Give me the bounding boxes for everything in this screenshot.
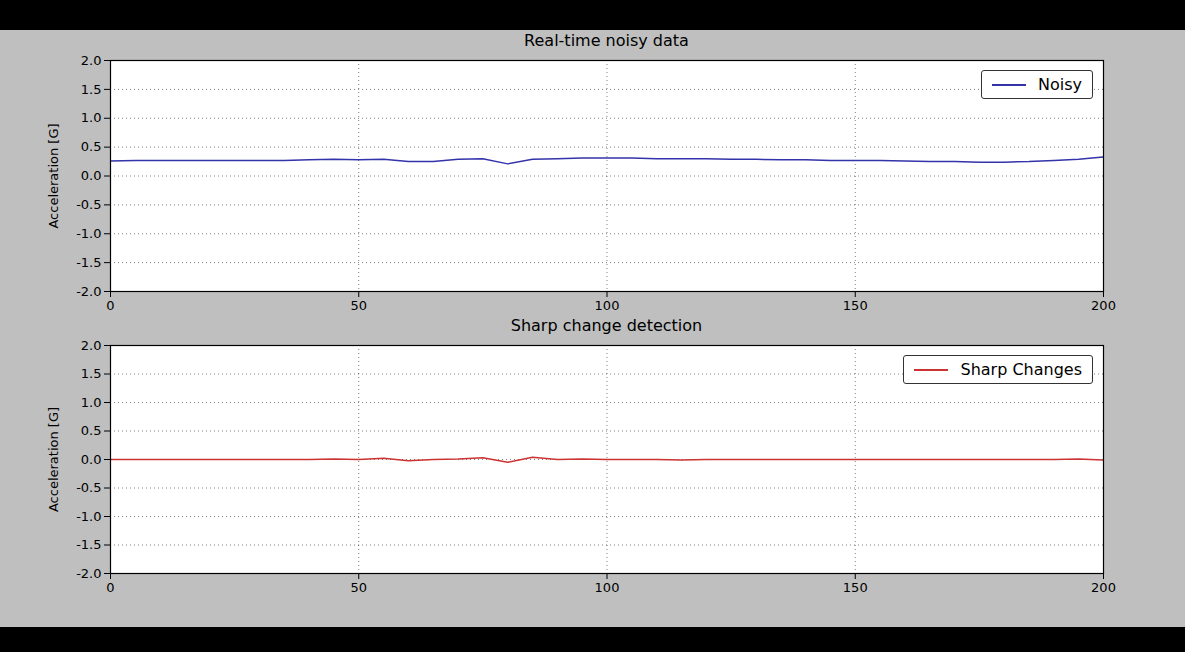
- svg-text:100: 100: [595, 580, 620, 595]
- svg-text:100: 100: [595, 298, 620, 313]
- svg-text:-1.0: -1.0: [76, 226, 101, 241]
- svg-text:1.0: 1.0: [81, 110, 102, 125]
- svg-text:200: 200: [1091, 580, 1116, 595]
- svg-text:-0.5: -0.5: [76, 197, 101, 212]
- svg-text:2.0: 2.0: [81, 53, 102, 68]
- svg-text:50: 50: [350, 580, 367, 595]
- svg-text:-2.0: -2.0: [76, 566, 101, 581]
- svg-text:50: 50: [350, 298, 367, 313]
- svg-text:Acceleration [G]: Acceleration [G]: [46, 407, 61, 512]
- svg-text:2.0: 2.0: [81, 338, 102, 353]
- html-text:Real-time noisy data: Real-time noisy data: [524, 31, 689, 50]
- html-text:Sharp Changes: Sharp Changes: [960, 360, 1082, 379]
- svg-text:200: 200: [1091, 298, 1116, 313]
- svg-text:1.5: 1.5: [81, 366, 102, 381]
- html-text:Noisy: Noisy: [1038, 75, 1082, 94]
- svg-text:0.0: 0.0: [81, 452, 102, 467]
- svg-text:-1.5: -1.5: [76, 537, 101, 552]
- svg-text:150: 150: [843, 580, 868, 595]
- svg-text:0.5: 0.5: [81, 423, 102, 438]
- svg-text:-1.5: -1.5: [76, 255, 101, 270]
- svg-text:-2.0: -2.0: [76, 284, 101, 299]
- svg-text:0: 0: [106, 298, 114, 313]
- svg-text:1.0: 1.0: [81, 395, 102, 410]
- svg-text:1.5: 1.5: [81, 82, 102, 97]
- svg-text:-1.0: -1.0: [76, 509, 101, 524]
- svg-text:150: 150: [843, 298, 868, 313]
- html-text:Sharp change detection: Sharp change detection: [510, 316, 703, 335]
- svg-text:0.0: 0.0: [81, 168, 102, 183]
- svg-text:0: 0: [106, 580, 114, 595]
- svg-text:Acceleration [G]: Acceleration [G]: [46, 123, 61, 228]
- svg-text:0.5: 0.5: [81, 139, 102, 154]
- svg-text:-0.5: -0.5: [76, 480, 101, 495]
